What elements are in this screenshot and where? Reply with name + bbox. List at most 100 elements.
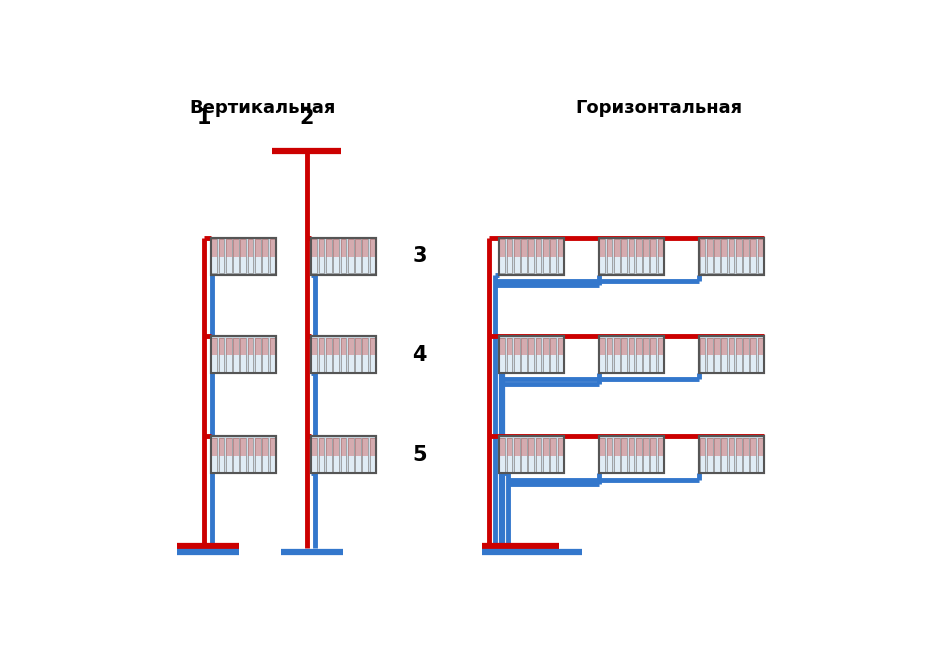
Bar xyxy=(507,239,513,257)
Bar xyxy=(558,239,563,257)
Bar xyxy=(269,239,275,273)
Bar xyxy=(622,338,627,372)
Bar xyxy=(736,338,742,372)
Bar xyxy=(550,239,556,257)
Bar xyxy=(622,338,627,355)
Bar xyxy=(507,338,513,355)
Bar xyxy=(318,438,325,472)
Bar xyxy=(210,336,276,373)
Bar xyxy=(233,338,239,372)
Bar xyxy=(269,239,275,257)
Bar xyxy=(362,239,368,273)
Bar xyxy=(558,338,563,372)
Bar xyxy=(721,239,727,273)
Bar xyxy=(636,338,641,372)
Bar xyxy=(269,438,275,472)
Bar xyxy=(248,438,254,456)
Bar xyxy=(700,338,705,372)
Bar xyxy=(262,338,268,372)
Bar xyxy=(699,238,764,275)
Bar xyxy=(312,338,317,372)
Bar xyxy=(750,338,756,372)
Bar xyxy=(521,338,527,355)
Bar xyxy=(311,336,377,373)
Bar xyxy=(550,338,556,372)
Bar xyxy=(521,438,527,472)
Bar xyxy=(333,438,339,456)
Bar xyxy=(622,438,627,472)
Bar xyxy=(500,239,505,257)
Bar xyxy=(714,438,720,472)
Bar xyxy=(614,438,620,472)
Bar xyxy=(643,239,649,257)
Bar xyxy=(311,238,377,275)
Bar xyxy=(529,239,534,273)
Bar xyxy=(499,436,564,473)
Bar xyxy=(210,238,276,275)
Bar xyxy=(318,438,325,456)
Text: 1: 1 xyxy=(197,108,211,128)
Bar xyxy=(643,239,649,273)
Bar xyxy=(347,438,354,472)
Bar xyxy=(355,239,361,257)
Bar xyxy=(255,239,261,273)
Bar xyxy=(262,239,268,273)
Bar xyxy=(499,336,564,373)
Bar xyxy=(607,338,612,355)
Bar xyxy=(758,438,763,456)
Bar xyxy=(341,438,346,472)
Text: 2: 2 xyxy=(300,108,314,128)
Bar xyxy=(362,438,368,456)
Bar xyxy=(499,238,564,275)
Text: 3: 3 xyxy=(412,246,427,266)
Bar xyxy=(312,338,317,355)
Bar xyxy=(514,338,519,372)
Bar xyxy=(543,438,548,472)
Bar xyxy=(233,438,239,472)
Bar xyxy=(599,436,664,473)
Bar xyxy=(529,338,534,355)
Bar xyxy=(219,239,224,273)
Bar xyxy=(550,438,556,472)
Bar xyxy=(643,438,649,472)
Bar xyxy=(743,438,749,456)
Bar xyxy=(248,338,254,372)
Bar xyxy=(743,239,749,257)
Text: 4: 4 xyxy=(412,345,427,365)
Bar xyxy=(262,338,268,355)
Bar xyxy=(721,438,727,456)
Bar xyxy=(255,438,261,472)
Bar xyxy=(226,438,232,472)
Bar xyxy=(312,438,317,472)
Bar xyxy=(262,438,268,472)
Bar xyxy=(558,338,563,355)
Bar xyxy=(535,239,542,273)
Bar xyxy=(614,239,620,273)
Bar xyxy=(607,338,612,372)
Bar xyxy=(599,336,664,373)
Bar xyxy=(707,239,713,257)
Bar xyxy=(262,438,268,456)
Bar xyxy=(657,438,663,472)
Bar xyxy=(535,338,542,372)
Bar xyxy=(750,239,756,257)
Bar xyxy=(758,239,763,273)
Bar xyxy=(535,338,542,355)
Bar xyxy=(499,336,564,373)
Bar xyxy=(507,338,513,372)
Bar xyxy=(707,338,713,372)
Bar xyxy=(370,338,376,355)
Bar xyxy=(341,338,346,355)
Bar xyxy=(226,438,232,456)
Bar xyxy=(643,338,649,372)
Bar xyxy=(543,239,548,257)
Bar xyxy=(210,238,276,275)
Bar xyxy=(543,338,548,372)
Bar xyxy=(255,438,261,456)
Bar xyxy=(543,239,548,273)
Bar xyxy=(657,239,663,273)
Bar xyxy=(499,238,564,275)
Bar xyxy=(714,239,720,257)
Bar xyxy=(521,438,527,456)
Bar xyxy=(729,438,734,472)
